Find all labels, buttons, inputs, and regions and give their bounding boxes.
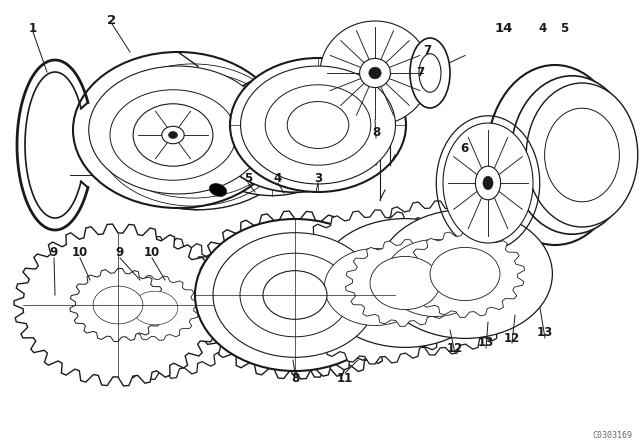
Ellipse shape <box>213 233 377 358</box>
Text: 9: 9 <box>50 246 58 259</box>
Polygon shape <box>111 276 199 340</box>
Polygon shape <box>59 237 252 379</box>
Polygon shape <box>346 240 465 327</box>
Text: 10: 10 <box>144 246 160 259</box>
Ellipse shape <box>265 85 371 165</box>
Ellipse shape <box>487 65 623 245</box>
Polygon shape <box>405 231 525 317</box>
Ellipse shape <box>168 132 177 138</box>
Text: 5: 5 <box>244 172 252 185</box>
Text: 4: 4 <box>274 172 282 185</box>
Ellipse shape <box>443 123 533 243</box>
Text: 2: 2 <box>108 13 116 26</box>
Ellipse shape <box>370 256 440 310</box>
Text: 9: 9 <box>116 246 124 259</box>
Ellipse shape <box>214 72 376 192</box>
Ellipse shape <box>162 126 184 144</box>
Polygon shape <box>70 268 166 342</box>
Ellipse shape <box>526 83 637 227</box>
Ellipse shape <box>89 66 268 194</box>
Ellipse shape <box>511 76 633 234</box>
Ellipse shape <box>369 67 381 79</box>
Text: 6: 6 <box>460 142 468 155</box>
Text: C0303169: C0303169 <box>592 431 632 440</box>
Ellipse shape <box>545 108 620 202</box>
Polygon shape <box>336 201 534 355</box>
Ellipse shape <box>133 104 213 166</box>
Ellipse shape <box>324 249 426 326</box>
Text: 11: 11 <box>337 371 353 384</box>
Text: 3: 3 <box>314 172 322 185</box>
Polygon shape <box>220 229 420 377</box>
Ellipse shape <box>263 271 327 319</box>
Ellipse shape <box>246 95 344 169</box>
Ellipse shape <box>385 240 486 316</box>
Text: 5: 5 <box>560 22 568 34</box>
Ellipse shape <box>209 184 227 196</box>
Text: 8: 8 <box>372 126 380 139</box>
Text: 12: 12 <box>447 341 463 354</box>
Text: 7: 7 <box>416 66 424 79</box>
Text: 14: 14 <box>495 22 513 34</box>
Ellipse shape <box>195 80 349 196</box>
Ellipse shape <box>430 247 500 301</box>
Ellipse shape <box>360 58 390 87</box>
Ellipse shape <box>241 66 396 184</box>
Ellipse shape <box>99 66 298 210</box>
Text: 13: 13 <box>537 327 553 340</box>
Text: 8: 8 <box>291 371 299 384</box>
Ellipse shape <box>476 166 500 200</box>
Ellipse shape <box>228 104 316 172</box>
Text: 1: 1 <box>29 22 37 34</box>
Text: 12: 12 <box>504 332 520 345</box>
Ellipse shape <box>132 291 178 325</box>
Text: 4: 4 <box>539 22 547 34</box>
Polygon shape <box>187 211 403 379</box>
Ellipse shape <box>195 219 395 371</box>
Text: 13: 13 <box>478 336 494 349</box>
Ellipse shape <box>240 253 350 337</box>
Ellipse shape <box>93 286 143 324</box>
Ellipse shape <box>378 210 552 338</box>
Ellipse shape <box>320 21 430 125</box>
Ellipse shape <box>419 54 441 92</box>
Text: 7: 7 <box>423 43 431 56</box>
Text: 10: 10 <box>72 246 88 259</box>
Polygon shape <box>14 224 222 386</box>
Ellipse shape <box>483 176 493 190</box>
Ellipse shape <box>287 102 349 148</box>
Ellipse shape <box>317 219 492 347</box>
Ellipse shape <box>230 58 406 192</box>
Ellipse shape <box>410 38 450 108</box>
Polygon shape <box>276 210 474 364</box>
Ellipse shape <box>73 52 283 208</box>
